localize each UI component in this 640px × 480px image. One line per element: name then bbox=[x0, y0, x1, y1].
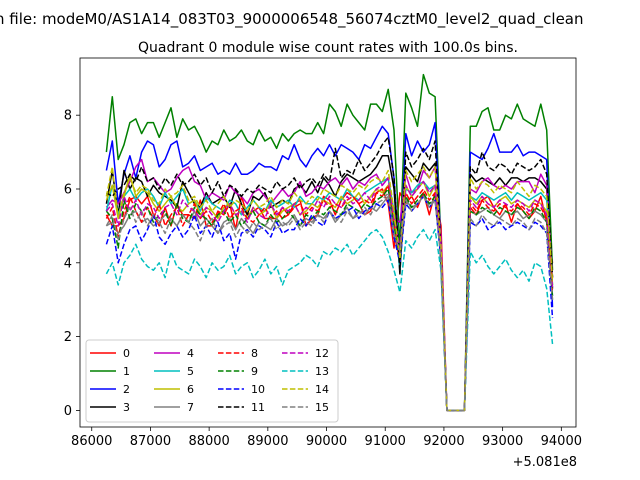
axes-frame bbox=[79, 57, 577, 428]
x-tick-label-89000: 89000 bbox=[247, 434, 288, 449]
chart-title: Quadrant 0 module wise count rates with … bbox=[138, 40, 518, 56]
series-line-11 bbox=[106, 136, 554, 412]
legend-label-9: 9 bbox=[251, 365, 258, 378]
series-layer bbox=[105, 73, 554, 412]
legend-label-14: 14 bbox=[315, 383, 329, 396]
series-line-2 bbox=[105, 121, 554, 412]
x-tick-label-90000: 90000 bbox=[306, 434, 347, 449]
legend-box bbox=[85, 339, 339, 423]
series-line-14 bbox=[105, 166, 554, 412]
series-line-4 bbox=[105, 158, 554, 412]
y-tick-label-6: 6 bbox=[64, 182, 72, 197]
x-tick-label-86000: 86000 bbox=[71, 434, 112, 449]
legend-label-15: 15 bbox=[315, 401, 329, 414]
legend-label-6: 6 bbox=[187, 383, 194, 396]
series-line-1 bbox=[105, 73, 554, 412]
series-line-12 bbox=[105, 177, 554, 412]
x-tick-label-91000: 91000 bbox=[365, 434, 406, 449]
series-line-15 bbox=[105, 191, 554, 412]
legend-label-1: 1 bbox=[123, 365, 130, 378]
legend-label-0: 0 bbox=[123, 347, 130, 360]
series-line-3 bbox=[105, 155, 554, 412]
series-line-6 bbox=[105, 173, 554, 412]
y-tick-label-2: 2 bbox=[64, 330, 72, 345]
y-tick-label-8: 8 bbox=[64, 109, 72, 124]
series-line-5 bbox=[105, 177, 554, 412]
y-tick-label-0: 0 bbox=[64, 404, 72, 419]
legend-label-11: 11 bbox=[251, 401, 265, 414]
x-tick-label-94000: 94000 bbox=[541, 434, 582, 449]
figure-suptitle: n file: modeM0/AS1A14_083T03_9000006548_… bbox=[0, 10, 584, 29]
series-line-9 bbox=[105, 188, 554, 412]
y-tick-label-4: 4 bbox=[64, 256, 72, 271]
x-tick-label-92000: 92000 bbox=[423, 434, 464, 449]
x-offset-label: +5.081e8 bbox=[513, 455, 577, 470]
series-line-0 bbox=[105, 188, 554, 412]
legend-label-12: 12 bbox=[315, 347, 329, 360]
legend-label-10: 10 bbox=[251, 383, 265, 396]
legend-label-2: 2 bbox=[123, 383, 130, 396]
x-tick-label-93000: 93000 bbox=[482, 434, 523, 449]
legend-label-4: 4 bbox=[187, 347, 194, 360]
legend-label-8: 8 bbox=[251, 347, 258, 360]
x-tick-label-87000: 87000 bbox=[130, 434, 171, 449]
legend-label-3: 3 bbox=[123, 401, 130, 414]
series-line-13 bbox=[105, 228, 554, 412]
legend-label-13: 13 bbox=[315, 365, 329, 378]
legend-label-7: 7 bbox=[187, 401, 194, 414]
axes-layer: 86000 87000 88000 89000 90000 91000 92000 93000… bbox=[64, 57, 582, 449]
legend-label-5: 5 bbox=[187, 365, 194, 378]
x-tick-label-88000: 88000 bbox=[188, 434, 229, 449]
